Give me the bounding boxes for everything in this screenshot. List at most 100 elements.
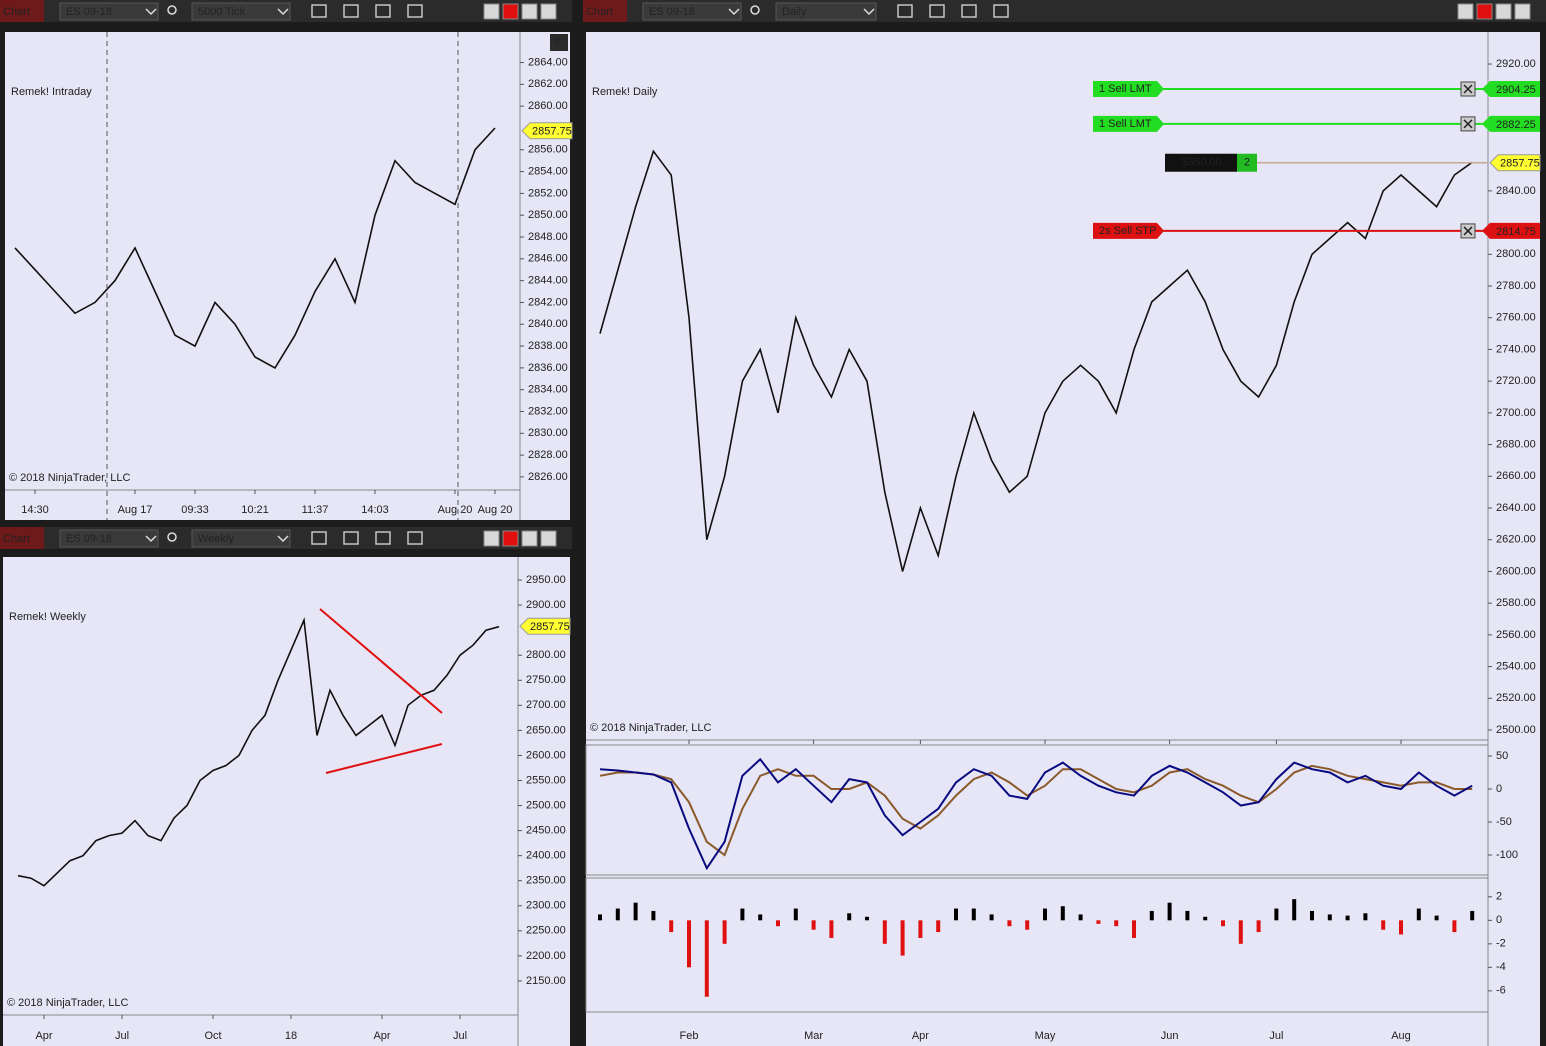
chart-tab [0,0,44,22]
instrument-selector[interactable] [59,2,159,21]
y-tick-label: 0 [1496,783,1502,795]
window-button[interactable] [540,530,557,547]
y-tick-label: 2900.00 [526,599,566,611]
x-tick-label: Mar [804,1030,823,1042]
toolbar-icon[interactable] [311,531,327,545]
price-line [17,617,500,887]
search-icon[interactable] [167,532,177,542]
chart-tab-label: Chart [3,533,30,545]
y-tick-label: 2300.00 [526,900,566,912]
toolbar-icon[interactable] [343,4,359,18]
histogram-bar [811,920,816,930]
x-tick-label: May [1035,1030,1056,1042]
y-tick-label: 2838.00 [528,340,568,352]
toolbar-icon[interactable] [407,4,423,18]
x-tick-label: Jun [1161,1030,1179,1042]
period-selector[interactable] [775,2,877,21]
order-label-box[interactable] [1093,222,1164,239]
y-tick-label: -50 [1496,816,1512,828]
y-tick-label: 2600.00 [1496,565,1536,577]
chart-tab-label: Chart [586,6,613,18]
dropdown-arrow [277,8,289,16]
histogram-bar [687,920,691,968]
window-button[interactable] [521,3,538,20]
y-tick-label: 2950.00 [526,574,566,586]
window-button[interactable] [1457,3,1474,20]
y-tick-label: 2840.00 [1496,185,1536,197]
histogram-bar [1399,920,1403,935]
y-tick-label: 2200.00 [526,950,566,962]
histogram-bar [651,910,656,921]
trendline [319,608,443,774]
x-tick-label: Aug [1391,1030,1411,1042]
chart-title: Remek! Daily [592,86,658,98]
y-tick-label: 2750.00 [526,674,566,686]
toolbar-icon[interactable] [375,531,391,545]
axis-area [1488,32,1540,1046]
toolbar-icon[interactable] [961,4,977,18]
chart-tab-label: Chart [3,6,30,18]
window-button[interactable] [502,530,519,547]
window-button[interactable] [1495,3,1512,20]
x-tick-label: Apr [912,1030,929,1042]
y-tick-label: 2860.00 [528,100,568,112]
window-button[interactable] [502,3,519,20]
window-button[interactable] [540,3,557,20]
y-tick-label: 2700.00 [526,699,566,711]
y-tick-label: 2550.00 [526,774,566,786]
search-icon[interactable] [750,5,760,15]
order-label-box[interactable] [1093,115,1164,132]
order-label: 1 Sell LMT [1099,118,1152,130]
histogram-bar [989,914,994,921]
order-cancel-x [1463,119,1473,129]
toolbar-icon[interactable] [993,4,1009,18]
period-selector[interactable] [191,2,291,21]
histogram-bar [1096,920,1101,924]
y-tick-label: 2400.00 [526,850,566,862]
toolbar-icon[interactable] [311,4,327,18]
price-line [599,149,1473,572]
histogram-bar [1452,920,1457,933]
toolbar-icon[interactable] [407,531,423,545]
plot-area [3,557,518,1015]
instrument-selector[interactable] [59,529,159,548]
window-button[interactable] [483,530,500,547]
y-tick-label: 2828.00 [528,449,568,461]
order-label: 2s Sell STP [1099,225,1156,237]
y-tick-label: 2840.00 [528,318,568,330]
order-label-box[interactable] [1093,81,1164,98]
window-button[interactable] [483,3,500,20]
histogram-bar [865,916,869,921]
toolbar-icon[interactable] [929,4,945,18]
window-button[interactable] [1476,3,1493,20]
y-tick-label: 50 [1496,750,1508,762]
order-price-tag [1482,222,1540,239]
x-tick-label: 18 [285,1030,297,1042]
y-tick-label: 2780.00 [1496,280,1536,292]
instrument-selector[interactable] [642,2,742,21]
order-cancel-x [1463,226,1473,236]
plot-area [586,32,1488,740]
toolbar-icon[interactable] [375,4,391,18]
oscillator-line [599,757,1473,871]
y-tick-label: 2580.00 [1496,597,1536,609]
period-selector[interactable] [191,529,291,548]
y-tick-label: 2760.00 [1496,312,1536,324]
f-button[interactable] [550,34,568,51]
window-button[interactable] [1514,3,1531,20]
y-tick-label: 2250.00 [526,925,566,937]
histogram-bar [1274,908,1279,921]
histogram-bar [1363,913,1368,921]
toolbar-icon[interactable] [897,4,913,18]
x-tick-label: Jul [1269,1030,1283,1042]
y-tick-label: 2450.00 [526,825,566,837]
last-price-label: 2857.75 [530,621,570,633]
histogram-bar [971,908,976,921]
order-price-tag [1482,81,1540,98]
search-icon[interactable] [167,5,177,15]
y-tick-label: 2842.00 [528,296,568,308]
toolbar-icon[interactable] [343,531,359,545]
y-tick-label: 2520.00 [1496,692,1536,704]
histogram-bar [776,920,780,927]
window-button[interactable] [521,530,538,547]
